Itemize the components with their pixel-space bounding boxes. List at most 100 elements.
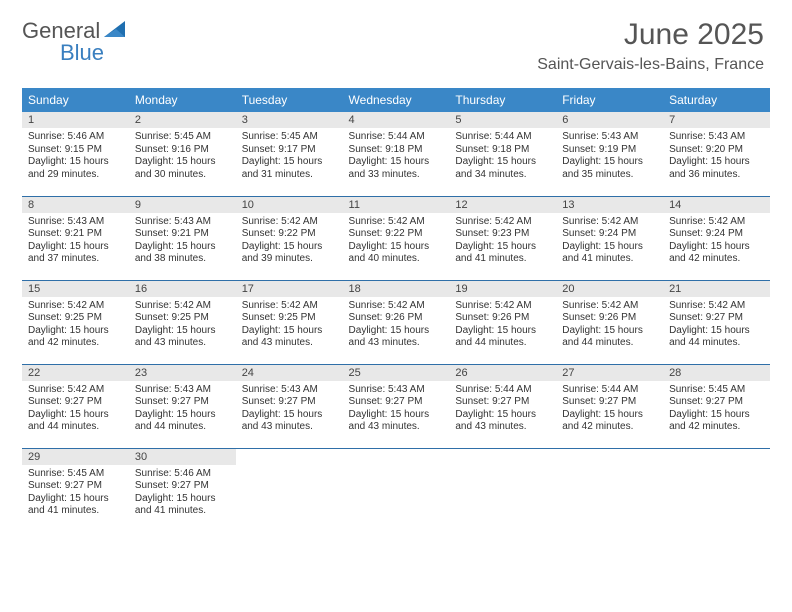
day-body: Sunrise: 5:42 AMSunset: 9:22 PMDaylight:… [236, 213, 343, 270]
day-body: Sunrise: 5:45 AMSunset: 9:17 PMDaylight:… [236, 128, 343, 185]
day-number: 4 [343, 112, 450, 128]
day-body: Sunrise: 5:44 AMSunset: 9:27 PMDaylight:… [449, 381, 556, 438]
day-number: 28 [663, 365, 770, 381]
day-body: Sunrise: 5:42 AMSunset: 9:27 PMDaylight:… [663, 297, 770, 354]
weekday-header: Friday [556, 88, 663, 112]
day-body: Sunrise: 5:45 AMSunset: 9:27 PMDaylight:… [663, 381, 770, 438]
day-body: Sunrise: 5:43 AMSunset: 9:21 PMDaylight:… [129, 213, 236, 270]
day-body: Sunrise: 5:42 AMSunset: 9:25 PMDaylight:… [129, 297, 236, 354]
day-body: Sunrise: 5:42 AMSunset: 9:26 PMDaylight:… [449, 297, 556, 354]
day-body: Sunrise: 5:46 AMSunset: 9:15 PMDaylight:… [22, 128, 129, 185]
calendar-cell: 21Sunrise: 5:42 AMSunset: 9:27 PMDayligh… [663, 280, 770, 364]
day-number: 7 [663, 112, 770, 128]
calendar-cell [449, 448, 556, 532]
calendar-cell: 18Sunrise: 5:42 AMSunset: 9:26 PMDayligh… [343, 280, 450, 364]
calendar-cell: 26Sunrise: 5:44 AMSunset: 9:27 PMDayligh… [449, 364, 556, 448]
day-number: 10 [236, 197, 343, 213]
day-body: Sunrise: 5:43 AMSunset: 9:27 PMDaylight:… [343, 381, 450, 438]
day-body: Sunrise: 5:43 AMSunset: 9:27 PMDaylight:… [129, 381, 236, 438]
day-number: 1 [22, 112, 129, 128]
calendar-cell: 30Sunrise: 5:46 AMSunset: 9:27 PMDayligh… [129, 448, 236, 532]
day-number: 12 [449, 197, 556, 213]
day-body: Sunrise: 5:43 AMSunset: 9:27 PMDaylight:… [236, 381, 343, 438]
day-number: 19 [449, 281, 556, 297]
day-number: 27 [556, 365, 663, 381]
day-body: Sunrise: 5:42 AMSunset: 9:23 PMDaylight:… [449, 213, 556, 270]
day-number: 8 [22, 197, 129, 213]
day-number: 21 [663, 281, 770, 297]
day-number: 20 [556, 281, 663, 297]
location-label: Saint-Gervais-les-Bains, France [537, 56, 764, 74]
day-body: Sunrise: 5:46 AMSunset: 9:27 PMDaylight:… [129, 465, 236, 522]
calendar-row: 1Sunrise: 5:46 AMSunset: 9:15 PMDaylight… [22, 112, 770, 196]
day-body: Sunrise: 5:44 AMSunset: 9:27 PMDaylight:… [556, 381, 663, 438]
calendar-cell: 23Sunrise: 5:43 AMSunset: 9:27 PMDayligh… [129, 364, 236, 448]
calendar-row: 8Sunrise: 5:43 AMSunset: 9:21 PMDaylight… [22, 196, 770, 280]
calendar-cell: 11Sunrise: 5:42 AMSunset: 9:22 PMDayligh… [343, 196, 450, 280]
calendar-cell [343, 448, 450, 532]
day-body: Sunrise: 5:43 AMSunset: 9:19 PMDaylight:… [556, 128, 663, 185]
calendar-cell [556, 448, 663, 532]
day-body: Sunrise: 5:44 AMSunset: 9:18 PMDaylight:… [449, 128, 556, 185]
calendar-cell: 27Sunrise: 5:44 AMSunset: 9:27 PMDayligh… [556, 364, 663, 448]
calendar-cell: 29Sunrise: 5:45 AMSunset: 9:27 PMDayligh… [22, 448, 129, 532]
calendar-cell: 22Sunrise: 5:42 AMSunset: 9:27 PMDayligh… [22, 364, 129, 448]
calendar-cell: 5Sunrise: 5:44 AMSunset: 9:18 PMDaylight… [449, 112, 556, 196]
day-body: Sunrise: 5:43 AMSunset: 9:20 PMDaylight:… [663, 128, 770, 185]
calendar-cell: 17Sunrise: 5:42 AMSunset: 9:25 PMDayligh… [236, 280, 343, 364]
day-body: Sunrise: 5:42 AMSunset: 9:22 PMDaylight:… [343, 213, 450, 270]
day-number: 6 [556, 112, 663, 128]
day-body: Sunrise: 5:42 AMSunset: 9:25 PMDaylight:… [236, 297, 343, 354]
day-number: 17 [236, 281, 343, 297]
calendar-cell: 25Sunrise: 5:43 AMSunset: 9:27 PMDayligh… [343, 364, 450, 448]
day-body: Sunrise: 5:45 AMSunset: 9:16 PMDaylight:… [129, 128, 236, 185]
calendar-row: 15Sunrise: 5:42 AMSunset: 9:25 PMDayligh… [22, 280, 770, 364]
day-number: 14 [663, 197, 770, 213]
day-body: Sunrise: 5:45 AMSunset: 9:27 PMDaylight:… [22, 465, 129, 522]
day-number: 26 [449, 365, 556, 381]
calendar-cell: 9Sunrise: 5:43 AMSunset: 9:21 PMDaylight… [129, 196, 236, 280]
day-number: 3 [236, 112, 343, 128]
logo-triangle-icon [104, 20, 126, 43]
calendar-cell: 19Sunrise: 5:42 AMSunset: 9:26 PMDayligh… [449, 280, 556, 364]
calendar-cell: 13Sunrise: 5:42 AMSunset: 9:24 PMDayligh… [556, 196, 663, 280]
calendar-cell: 16Sunrise: 5:42 AMSunset: 9:25 PMDayligh… [129, 280, 236, 364]
calendar-row: 29Sunrise: 5:45 AMSunset: 9:27 PMDayligh… [22, 448, 770, 532]
day-body: Sunrise: 5:42 AMSunset: 9:24 PMDaylight:… [663, 213, 770, 270]
day-body: Sunrise: 5:44 AMSunset: 9:18 PMDaylight:… [343, 128, 450, 185]
page-title: June 2025 [537, 18, 764, 52]
calendar-cell: 1Sunrise: 5:46 AMSunset: 9:15 PMDaylight… [22, 112, 129, 196]
day-number: 11 [343, 197, 450, 213]
day-number: 13 [556, 197, 663, 213]
weekday-header: Tuesday [236, 88, 343, 112]
day-number: 22 [22, 365, 129, 381]
calendar-cell: 6Sunrise: 5:43 AMSunset: 9:19 PMDaylight… [556, 112, 663, 196]
calendar-cell: 28Sunrise: 5:45 AMSunset: 9:27 PMDayligh… [663, 364, 770, 448]
day-body: Sunrise: 5:42 AMSunset: 9:25 PMDaylight:… [22, 297, 129, 354]
title-block: June 2025 Saint-Gervais-les-Bains, Franc… [537, 18, 764, 74]
day-number: 24 [236, 365, 343, 381]
day-number: 30 [129, 449, 236, 465]
logo-text-blue: Blue [60, 40, 104, 66]
weekday-header: Wednesday [343, 88, 450, 112]
calendar-cell: 2Sunrise: 5:45 AMSunset: 9:16 PMDaylight… [129, 112, 236, 196]
day-number: 2 [129, 112, 236, 128]
calendar-cell: 12Sunrise: 5:42 AMSunset: 9:23 PMDayligh… [449, 196, 556, 280]
day-number: 25 [343, 365, 450, 381]
day-number: 15 [22, 281, 129, 297]
calendar-table: Sunday Monday Tuesday Wednesday Thursday… [22, 88, 770, 532]
calendar-cell [663, 448, 770, 532]
calendar-cell: 20Sunrise: 5:42 AMSunset: 9:26 PMDayligh… [556, 280, 663, 364]
weekday-header: Saturday [663, 88, 770, 112]
weekday-header-row: Sunday Monday Tuesday Wednesday Thursday… [22, 88, 770, 112]
day-number: 9 [129, 197, 236, 213]
calendar-cell: 4Sunrise: 5:44 AMSunset: 9:18 PMDaylight… [343, 112, 450, 196]
weekday-header: Sunday [22, 88, 129, 112]
day-number: 18 [343, 281, 450, 297]
calendar-cell: 24Sunrise: 5:43 AMSunset: 9:27 PMDayligh… [236, 364, 343, 448]
calendar-cell: 10Sunrise: 5:42 AMSunset: 9:22 PMDayligh… [236, 196, 343, 280]
logo: General Blue [22, 18, 126, 44]
day-number: 5 [449, 112, 556, 128]
calendar-cell: 14Sunrise: 5:42 AMSunset: 9:24 PMDayligh… [663, 196, 770, 280]
day-number: 16 [129, 281, 236, 297]
